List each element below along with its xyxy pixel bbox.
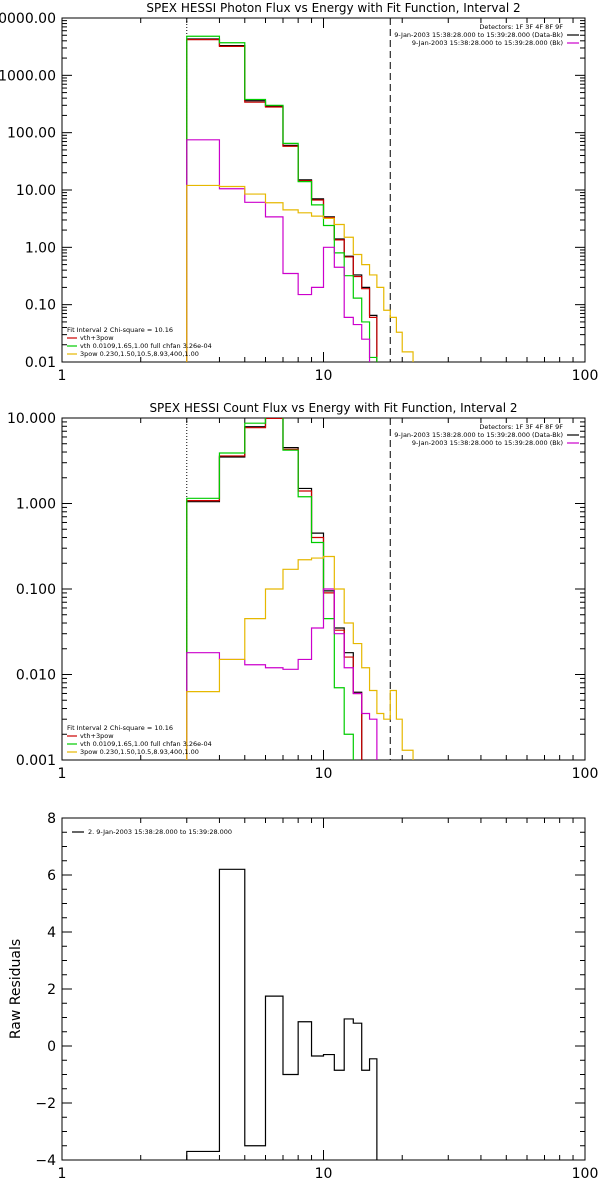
y-tick-label: 0 bbox=[47, 1039, 56, 1055]
series-1-histogram bbox=[186, 418, 363, 760]
header-text: 9-Jan-2003 15:38:28.000 to 15:39:28.000 … bbox=[394, 431, 563, 439]
chart-panel-2: SPEX HESSI Count Flux vs Energy with Fit… bbox=[7, 401, 598, 782]
series-4-histogram bbox=[186, 139, 371, 362]
series-3-histogram bbox=[186, 35, 378, 362]
y-tick-label: 10.00 bbox=[16, 183, 56, 199]
y-tick-label: 2 bbox=[47, 982, 56, 998]
legend-entry: vth+3pow bbox=[80, 334, 114, 342]
plot-area bbox=[186, 868, 378, 1160]
y-tick-label: 1000.00 bbox=[0, 68, 56, 84]
y-tick-label: 0.01 bbox=[25, 355, 56, 371]
x-tick-label: 1 bbox=[58, 1166, 67, 1182]
header-text: 9-Jan-2003 15:38:28.000 to 15:39:28.000 … bbox=[394, 31, 563, 39]
x-tick-label: 10 bbox=[315, 1166, 333, 1182]
x-tick-label: 100 bbox=[572, 766, 599, 782]
x-tick-label: 100 bbox=[572, 368, 599, 384]
y-tick-label: −2 bbox=[35, 1096, 56, 1112]
legend-entry: vth+3pow bbox=[80, 732, 114, 740]
chart-title: SPEX HESSI Photon Flux vs Energy with Fi… bbox=[146, 1, 520, 15]
series-3-histogram bbox=[186, 418, 354, 760]
y-tick-label: 1.000 bbox=[16, 497, 56, 513]
chart-panel-3: 1 10 100 −4 −2 0 2 4 6 8 Raw Residuals 2. 9-Jan-200… bbox=[8, 811, 598, 1182]
y-tick-label: 10.000 bbox=[7, 411, 56, 427]
x-tick-label: 10 bbox=[315, 766, 333, 782]
y-tick-label: −4 bbox=[35, 1153, 56, 1169]
header-text: 9-Jan-2003 15:38:28.000 to 15:39:28.000 … bbox=[412, 439, 563, 447]
header-text: Detectors: 1F 3F 4F 8F 9F bbox=[479, 23, 563, 31]
series-1-histogram bbox=[186, 868, 378, 1160]
legend-entry: 3pow 0.230,1.50,10.5,8.93,400,1.00 bbox=[80, 748, 199, 756]
plot-area bbox=[186, 418, 414, 760]
x-tick-label: 10 bbox=[315, 368, 333, 384]
header-text: Detectors: 1F 3F 4F 8F 9F bbox=[479, 423, 563, 431]
y-tick-label: 0000.00 bbox=[0, 11, 56, 27]
y-tick-label: 6 bbox=[47, 868, 56, 884]
header-text: 9-Jan-2003 15:38:28.000 to 15:39:28.000 … bbox=[412, 39, 563, 47]
series-5-histogram bbox=[186, 184, 414, 362]
legend-entry: 3pow 0.230,1.50,10.5,8.93,400,1.00 bbox=[80, 350, 199, 358]
y-tick-label: 100.00 bbox=[7, 126, 56, 142]
legend-entry: Fit Interval 2 Chi-square = 10.16 bbox=[67, 326, 173, 334]
legend-entry: vth 0.0109,1.65,1.00 full chfan 3.26e-04 bbox=[80, 342, 212, 350]
plot-area bbox=[186, 35, 414, 362]
legend-entry: vth 0.0109,1.65,1.00 full chfan 3.26e-04 bbox=[80, 740, 212, 748]
y-axis-label: Raw Residuals bbox=[8, 939, 24, 1039]
series-5-histogram bbox=[186, 555, 414, 760]
x-tick-label: 100 bbox=[572, 1166, 599, 1182]
y-tick-label: 0.010 bbox=[16, 668, 56, 684]
x-tick-label: 1 bbox=[58, 766, 67, 782]
y-tick-label: 4 bbox=[47, 925, 56, 941]
plot-frame bbox=[61, 17, 586, 363]
chart-panel-1: SPEX HESSI Photon Flux vs Energy with Fi… bbox=[0, 1, 598, 384]
y-tick-label: 0.001 bbox=[16, 753, 56, 769]
series-4-histogram bbox=[186, 588, 378, 760]
y-tick-label: 0.100 bbox=[16, 582, 56, 598]
y-tick-label: 0.10 bbox=[25, 298, 56, 314]
y-tick-label: 1.00 bbox=[25, 240, 56, 256]
chart-title: SPEX HESSI Count Flux vs Energy with Fit… bbox=[149, 401, 517, 415]
series-2-histogram bbox=[186, 418, 363, 760]
x-tick-label: 1 bbox=[58, 368, 67, 384]
legend-entry: 2. 9-Jan-2003 15:38:28.000 to 15:39:28.0… bbox=[88, 828, 232, 836]
plot-frame bbox=[61, 817, 586, 1161]
legend-entry: Fit Interval 2 Chi-square = 10.16 bbox=[67, 724, 173, 732]
y-tick-label: 8 bbox=[47, 811, 56, 827]
